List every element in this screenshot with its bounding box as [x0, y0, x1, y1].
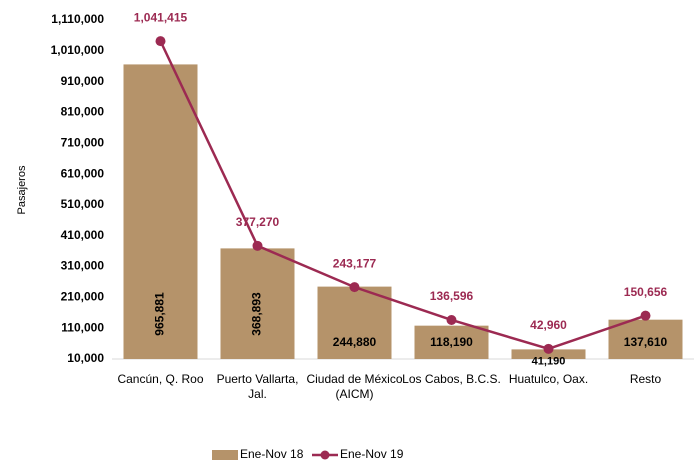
y-tick-label: 1,010,000 — [51, 43, 105, 57]
bar-label: 368,893 — [250, 292, 264, 336]
y-tick-label: 310,000 — [61, 259, 105, 273]
line — [159, 40, 646, 351]
line-label: 42,960 — [530, 318, 567, 332]
legend-label: Ene-Nov 19 — [340, 447, 404, 461]
bar — [414, 325, 489, 359]
y-tick-label: 1,110,000 — [51, 12, 104, 26]
bar — [123, 64, 198, 359]
x-tick-label: Cancún, Q. Roo — [117, 372, 204, 386]
legend-label: Ene-Nov 18 — [240, 447, 304, 461]
line-marker — [543, 343, 554, 354]
bar-label: 137,610 — [624, 335, 668, 349]
bar — [317, 286, 392, 359]
bar-label: 41,190 — [532, 355, 566, 367]
y-axis-label: Pasajeros — [16, 165, 28, 214]
x-tick-label: Ciudad de México (AICM) — [306, 372, 403, 401]
x-tick-label: Huatulco, Oax. — [508, 372, 589, 386]
x-tick-label: Los Cabos, B.C.S. — [402, 372, 501, 386]
y-tick-label: 210,000 — [61, 290, 105, 304]
line-marker — [446, 314, 457, 325]
line-marker — [349, 282, 360, 293]
bar — [511, 349, 586, 359]
y-tick-label: 710,000 — [61, 135, 105, 149]
line-label: 150,656 — [624, 285, 668, 299]
line-label: 136,596 — [430, 289, 474, 303]
y-tick-label: 110,000 — [61, 320, 104, 334]
line-label: 377,270 — [236, 215, 280, 229]
bar — [608, 319, 683, 359]
legend-swatch — [212, 450, 238, 460]
line-label: 243,177 — [333, 256, 377, 270]
bar — [220, 248, 295, 359]
bar-label: 118,190 — [430, 335, 473, 349]
line-marker — [155, 36, 166, 47]
line-marker — [252, 240, 263, 251]
y-tick-label: 810,000 — [61, 105, 105, 119]
y-tick-label: 610,000 — [61, 166, 105, 180]
bar-label: 965,881 — [153, 292, 167, 336]
line-marker — [640, 310, 651, 321]
line-label: 1,041,415 — [134, 10, 188, 24]
y-tick-label: 910,000 — [61, 74, 105, 88]
x-tick-label: Resto — [629, 372, 662, 386]
y-tick-label: 10,000 — [67, 351, 104, 365]
y-tick-label: 510,000 — [61, 197, 105, 211]
y-tick-label: 410,000 — [61, 228, 105, 242]
legend-marker — [320, 450, 330, 460]
bar-label: 244,880 — [333, 335, 377, 349]
x-tick-label: Puerto Vallarta, Jal. — [216, 372, 299, 401]
